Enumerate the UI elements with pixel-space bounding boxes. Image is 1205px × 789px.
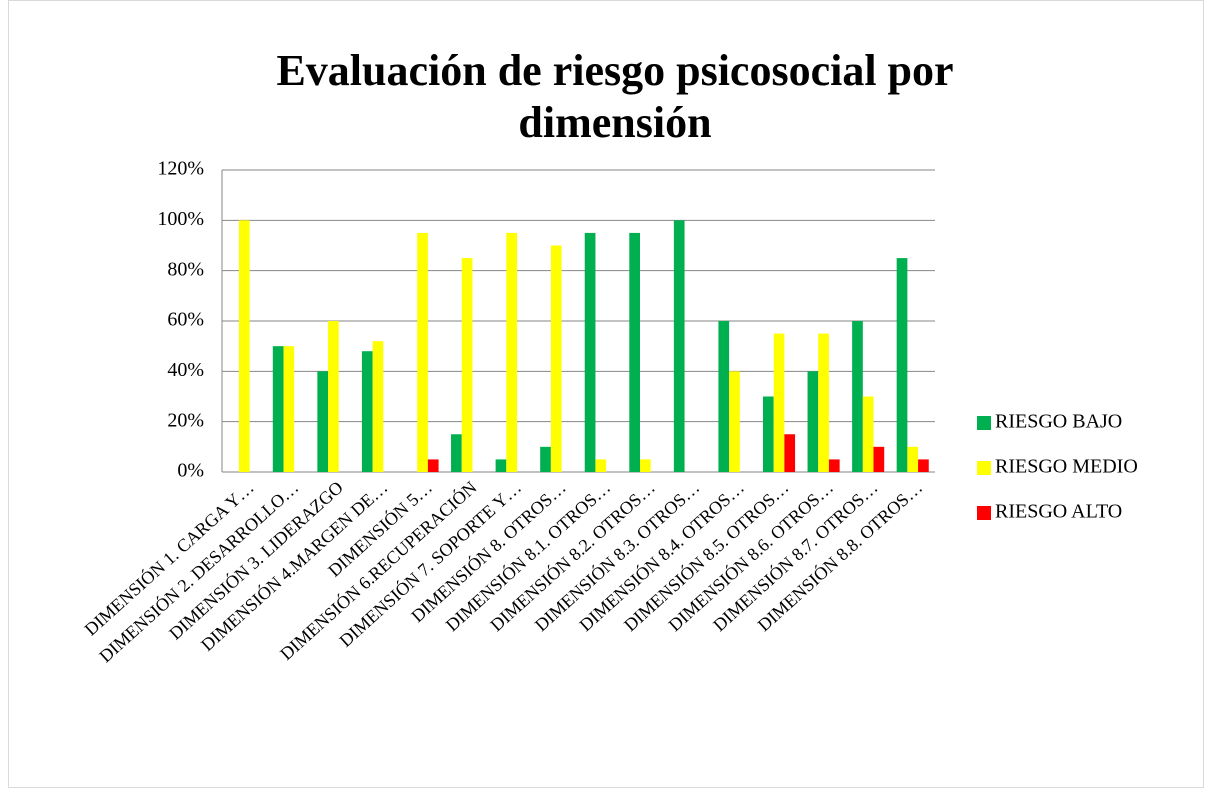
chart-title: dimensión: [518, 98, 711, 147]
chart-frame: [8, 0, 1204, 788]
bar: [773, 333, 785, 472]
bar: [673, 220, 685, 472]
bar: [828, 459, 840, 472]
bar: [238, 220, 250, 472]
legend-swatch: [977, 416, 991, 430]
bar: [283, 346, 295, 472]
legend-swatch: [977, 506, 991, 520]
bar: [506, 232, 518, 472]
bar: [784, 434, 796, 472]
bar: [852, 321, 863, 472]
bar: [718, 321, 730, 472]
y-tick-label: 60%: [167, 309, 204, 331]
bar: [584, 232, 596, 472]
bar: [862, 396, 874, 472]
legend-label: RIESGO BAJO: [995, 411, 1122, 433]
y-tick-label: 0%: [177, 460, 204, 482]
y-tick-label: 80%: [167, 258, 204, 280]
legend-swatch: [977, 461, 991, 475]
legend-label: RIESGO ALTO: [995, 501, 1122, 523]
bar: [495, 459, 507, 472]
y-tick-label: 120%: [157, 158, 204, 180]
bar: [807, 371, 819, 472]
bar: [550, 245, 562, 472]
bar: [417, 232, 428, 472]
bar: [272, 346, 284, 472]
bar: [361, 351, 373, 472]
bar: [873, 446, 885, 472]
bar: [907, 446, 919, 472]
bar: [918, 459, 929, 472]
bar: [317, 371, 329, 472]
bar: [896, 258, 908, 472]
bar: [540, 446, 551, 472]
bar: [729, 371, 740, 472]
bar: [762, 396, 774, 472]
y-tick-label: 40%: [167, 359, 204, 381]
bar: [639, 459, 651, 472]
bar: [451, 434, 462, 472]
bar: [328, 321, 339, 472]
chart-title: Evaluación de riesgo psicosocial por: [276, 46, 953, 95]
bar: [372, 341, 384, 472]
legend-label: RIESGO MEDIO: [995, 456, 1138, 478]
bar: [595, 459, 607, 472]
y-tick-label: 100%: [157, 208, 204, 230]
bar: [629, 232, 640, 472]
bar: [427, 459, 439, 472]
bar: [818, 333, 829, 472]
y-tick-label: 20%: [167, 409, 204, 431]
bar: [461, 258, 473, 472]
